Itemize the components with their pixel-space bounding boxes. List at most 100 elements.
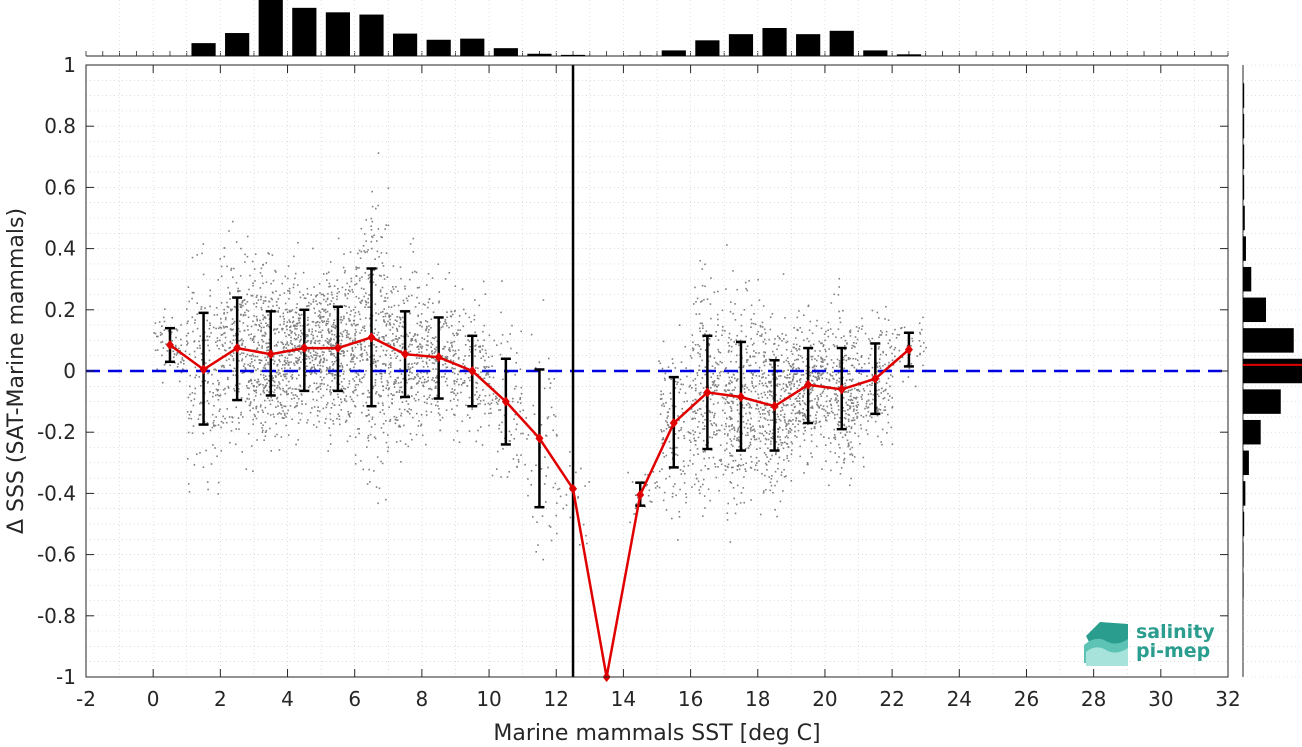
- right-hist-bar: [1243, 389, 1281, 414]
- right-histogram: [1242, 64, 1302, 678]
- top-hist-bar: [661, 50, 686, 56]
- x-tick-label: -2: [76, 687, 96, 711]
- right-hist-bar: [1243, 236, 1246, 261]
- mean-point: [367, 332, 376, 343]
- right-hist-bar: [1243, 511, 1245, 537]
- right-hist-bar: [1243, 83, 1245, 108]
- top-hist-bar: [325, 12, 351, 56]
- x-tick-label: 14: [611, 687, 636, 711]
- x-tick-label: 12: [544, 687, 569, 711]
- x-tick-label: 2: [214, 687, 227, 711]
- logo-line1: salinity: [1136, 621, 1215, 643]
- top-hist-bar: [493, 48, 518, 56]
- top-hist-bar: [728, 34, 754, 56]
- binned-mean-series: [165, 332, 913, 682]
- mean-point: [904, 344, 913, 355]
- y-tick-label: -0.2: [37, 420, 76, 444]
- x-tick-label: 18: [745, 687, 770, 711]
- mean-point: [401, 349, 410, 360]
- x-tick-label: 10: [476, 687, 501, 711]
- top-hist-bar: [762, 28, 787, 56]
- logo-wave-icon: [1084, 622, 1128, 666]
- right-hist-bar: [1243, 113, 1245, 139]
- y-tick-label: 0: [63, 359, 76, 383]
- mean-point: [333, 343, 342, 354]
- top-hist-bar: [796, 34, 821, 56]
- mean-point: [434, 352, 443, 363]
- x-tick-label: 26: [1014, 687, 1039, 711]
- mean-point: [300, 343, 309, 354]
- reference-lines: [86, 65, 1228, 677]
- mean-point: [837, 384, 846, 395]
- top-hist-bar: [258, 0, 283, 56]
- y-tick-label: -0.8: [37, 604, 76, 628]
- mean-point: [468, 366, 477, 376]
- top-hist-bar: [896, 54, 922, 56]
- top-hist-bar: [695, 40, 720, 56]
- mean-point: [736, 392, 745, 403]
- x-tick-label: 28: [1081, 687, 1106, 711]
- mean-point: [669, 418, 678, 429]
- right-hist-bar: [1243, 297, 1267, 323]
- y-tick-label: 0.4: [44, 237, 76, 261]
- top-hist-bar: [527, 53, 552, 56]
- right-hist-bar: [1243, 328, 1294, 353]
- mean-point: [871, 373, 880, 384]
- x-tick-label: 0: [147, 687, 160, 711]
- y-tick-label: 0.8: [44, 114, 76, 138]
- logo-line2: pi-mep: [1136, 640, 1210, 662]
- right-hist-bar: [1243, 205, 1245, 231]
- mean-point: [636, 489, 645, 500]
- y-tick-label: -0.6: [37, 543, 76, 567]
- right-hist-bar: [1243, 481, 1246, 506]
- mean-point: [233, 343, 242, 354]
- top-hist-bar: [392, 33, 418, 56]
- mean-point: [266, 349, 275, 360]
- y-tick-label: 1: [63, 53, 76, 77]
- top-hist-bar: [863, 50, 888, 56]
- mean-point: [165, 339, 174, 350]
- top-hist-bar: [628, 55, 653, 56]
- right-hist-bar: [1243, 266, 1252, 292]
- y-ticks: -1 -0.8 -0.6 -0.4 -0.2 0 0.2 0.4 0.6 0.8 1: [37, 53, 1228, 689]
- x-tick-label: 16: [678, 687, 703, 711]
- right-hist-bar: [1243, 572, 1244, 598]
- right-hist-bar: [1243, 175, 1245, 200]
- y-tick-label: -1: [56, 665, 76, 689]
- mean-point: [770, 401, 779, 412]
- top-hist-bar: [560, 54, 586, 56]
- x-tick-label: 8: [416, 687, 429, 711]
- x-axis-label: Marine mammals SST [deg C]: [493, 721, 820, 746]
- right-hist-bar: [1243, 450, 1249, 476]
- right-hist-bar: [1243, 542, 1244, 567]
- main-axes: -2 0 2 4 6 8 10 12 14 16 18 20 22 24 26 28 30 32 -1-0.8-0…: [37, 53, 1241, 711]
- x-ticks: -2 0 2 4 6 8 10 12 14 16 18 20 22 24 26 28 30 32: [76, 65, 1241, 711]
- mean-point: [199, 364, 208, 375]
- top-hist-bar: [191, 43, 216, 56]
- top-hist-bar: [225, 33, 250, 56]
- x-tick-label: 6: [348, 687, 361, 711]
- top-hist-bar: [829, 30, 854, 56]
- top-hist-bar: [460, 38, 485, 56]
- right-hist-bar: [1243, 144, 1245, 170]
- top-histogram: [85, 0, 1229, 57]
- x-tick-label: 22: [879, 687, 904, 711]
- mean-point: [569, 483, 578, 494]
- mean-point: [535, 433, 544, 444]
- right-hist-bar: [1243, 419, 1261, 445]
- y-axis-label: Δ SSS (SAT-Marine mammals): [4, 208, 29, 534]
- x-tick-label: 4: [281, 687, 294, 711]
- x-tick-label: 20: [812, 687, 837, 711]
- mean-point: [501, 396, 510, 407]
- x-tick-label: 24: [947, 687, 972, 711]
- y-tick-label: 0.6: [44, 175, 76, 199]
- x-tick-label: 32: [1215, 687, 1240, 711]
- top-hist-bar: [426, 39, 451, 56]
- salinity-pimep-logo: salinity pi-mep: [1084, 621, 1215, 666]
- y-tick-label: 0.2: [44, 298, 76, 322]
- mean-point: [703, 387, 712, 398]
- y-tick-label: -0.4: [37, 481, 76, 505]
- x-tick-label: 30: [1148, 687, 1173, 711]
- right-hist-bar: [1243, 358, 1302, 384]
